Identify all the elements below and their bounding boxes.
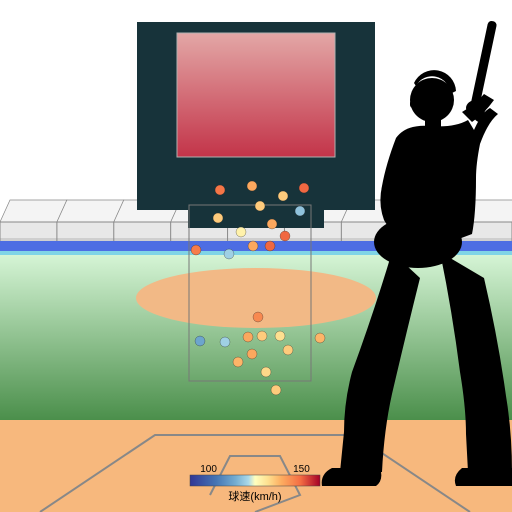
pitch-marker [213,213,223,223]
pitch-marker [253,312,263,322]
legend-tick: 150 [293,464,310,475]
pitch-marker [265,241,275,251]
legend-label: 球速(km/h) [228,489,281,503]
pitch-marker [243,332,253,342]
pitch-chart: 100 150 球速(km/h) [0,0,512,512]
pitch-marker [220,337,230,347]
pitch-marker [236,227,246,237]
pitch-marker [257,331,267,341]
pitch-marker [195,336,205,346]
pitch-marker [299,183,309,193]
legend-tick: 100 [200,464,217,475]
pitch-marker [283,345,293,355]
pitch-marker [295,206,305,216]
pitch-marker [224,249,234,259]
pitch-marker [267,219,277,229]
scoreboard [137,22,375,228]
pitch-marker [248,241,258,251]
pitch-marker [255,201,265,211]
pitch-marker [191,245,201,255]
pitch-marker [215,185,225,195]
pitch-marker [275,331,285,341]
pitch-marker [233,357,243,367]
pitch-marker [247,349,257,359]
pitch-marker [278,191,288,201]
pitch-marker [247,181,257,191]
pitch-marker [315,333,325,343]
pitch-marker [261,367,271,377]
pitch-marker [280,231,290,241]
pitch-marker [271,385,281,395]
